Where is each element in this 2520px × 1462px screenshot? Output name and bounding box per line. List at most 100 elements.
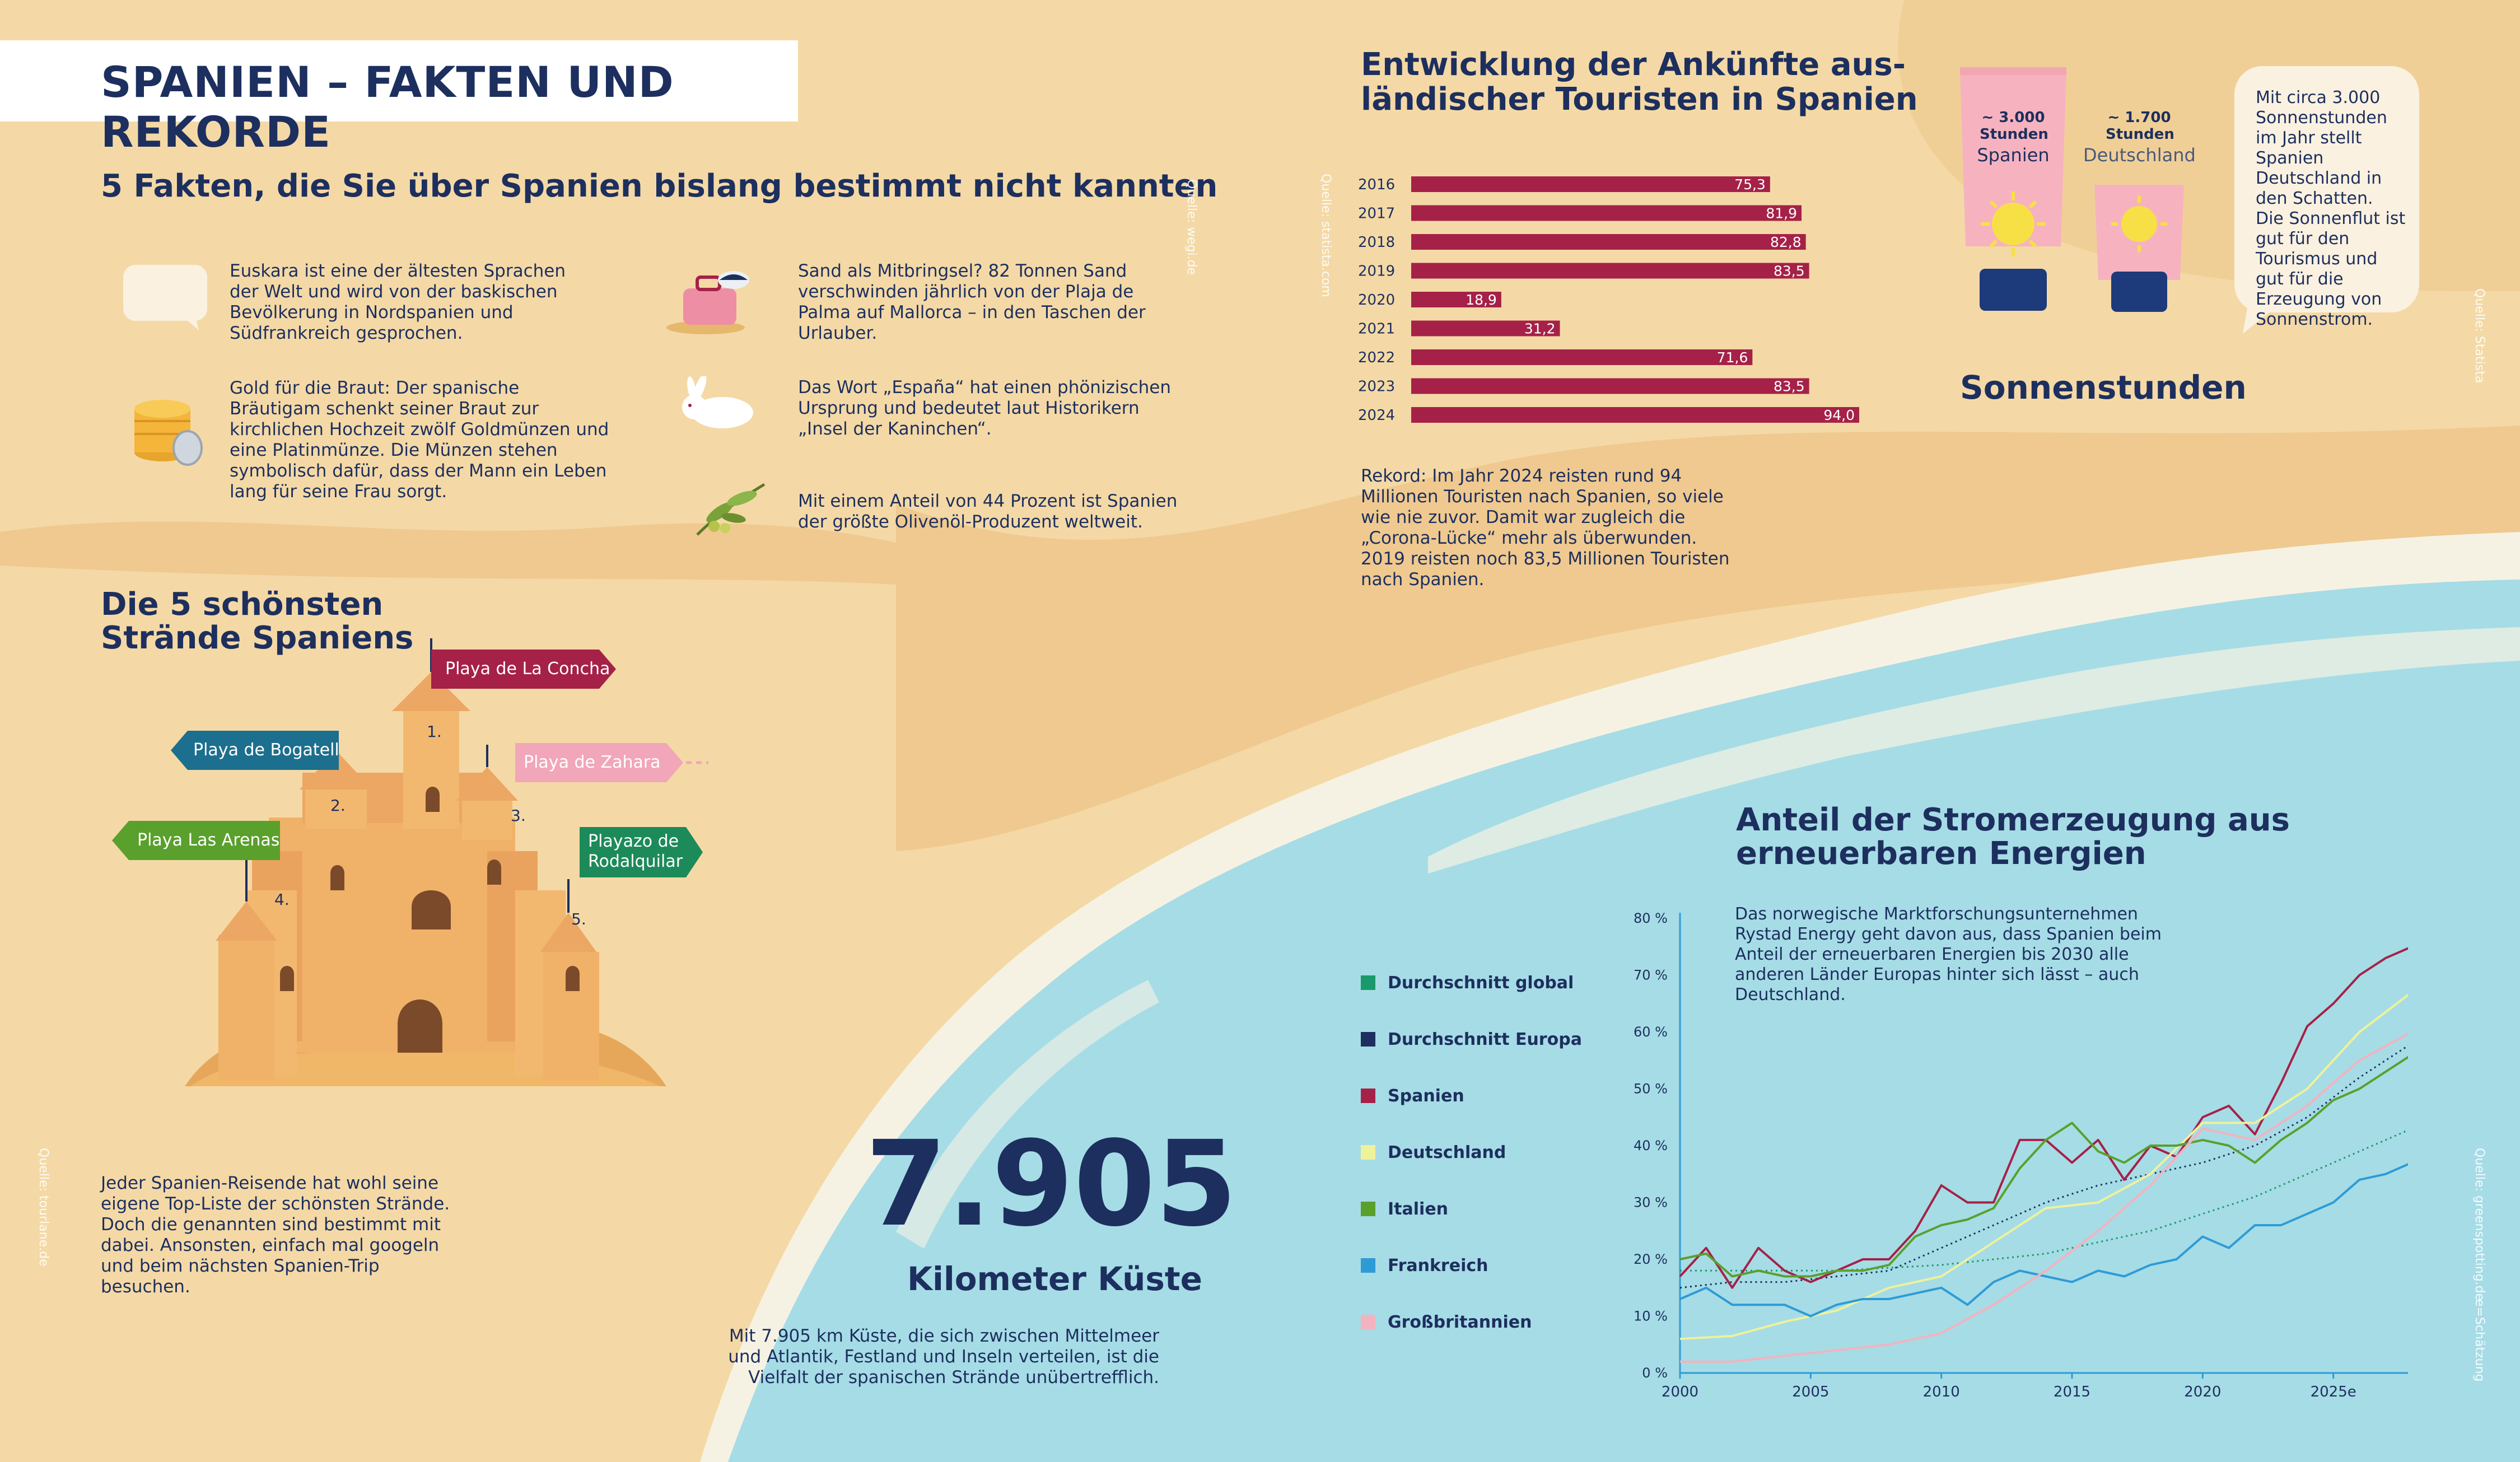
- title-box: SPANIEN – FAKTEN UND REKORDE: [0, 40, 798, 157]
- series-line: [1679, 1163, 2408, 1318]
- sun-source: Quelle: Statista: [2472, 288, 2486, 384]
- bar: [1411, 176, 1770, 192]
- x-tick-label: 2015: [2054, 1384, 2090, 1400]
- energy-line-chart: 0 % 10 % 20 % 30 % 40 % 50 % 60 % 70 % 80 % 2000 2…: [1361, 910, 2408, 1400]
- arrivals-text: Rekord: Im Jahr 2024 reisten rund 94 Mil…: [1361, 466, 1730, 590]
- legend-label: Spanien: [1388, 1086, 1464, 1106]
- flag-label-3: Playa de Zahara: [524, 753, 661, 772]
- bar-year-label: 2017: [1358, 205, 1395, 222]
- legend-swatch: [1361, 975, 1375, 990]
- legend-label: Frankreich: [1388, 1256, 1488, 1276]
- bar-year-label: 2018: [1358, 234, 1395, 251]
- beaches-source: Quelle: tourlane.de: [36, 1148, 50, 1267]
- castle-rank-3: 3.: [511, 806, 526, 825]
- coast-text: Mit 7.905 km Küste, die sich zwischen Mi…: [728, 1326, 1159, 1388]
- bar-value-label: 81,9: [1766, 205, 1797, 222]
- speech-bubble-icon: [123, 265, 207, 330]
- coast-number: 7.905: [865, 1115, 1238, 1253]
- bar: [1411, 378, 1809, 394]
- arrivals-heading: Entwicklung der Ankünfte aus- ländischer…: [1361, 48, 1918, 117]
- x-tick-label: 2020: [2184, 1384, 2221, 1400]
- beaches-heading: Die 5 schönsten Strände Spaniens: [101, 588, 413, 655]
- energy-footnote: e=Schätzung: [2472, 1299, 2486, 1382]
- energy-source: Quelle: greenspotting.de: [2472, 1148, 2486, 1301]
- bar: [1411, 407, 1859, 423]
- bar-year-label: 2016: [1358, 176, 1395, 193]
- beaches-heading-line1: Die 5 schönsten: [101, 586, 384, 623]
- flag-playa-las-arenas: [112, 821, 280, 860]
- fact-text-4: Das Wort „España“ hat einen phönizischen…: [798, 377, 1172, 439]
- y-tick-label: 0 %: [1642, 1365, 1668, 1381]
- fact-text-5: Mit einem Anteil von 44 Prozent ist Span…: [798, 491, 1178, 532]
- fact-text-3: Sand als Mitbringsel? 82 Tonnen Sand ver…: [798, 261, 1146, 343]
- y-tick-label: 80 %: [1634, 910, 1668, 926]
- beaches-heading-line2: Strände Spaniens: [101, 620, 414, 656]
- legend-label: Großbritannien: [1388, 1312, 1532, 1332]
- arrivals-heading-line1: Entwicklung der Ankünfte aus-: [1361, 46, 1906, 83]
- sandcastle-illustration: [185, 638, 666, 1086]
- bar-year-label: 2019: [1358, 263, 1395, 280]
- castle-rank-4: 4.: [274, 890, 290, 909]
- flag-label-4: Playa Las Arenas: [137, 830, 280, 850]
- flag-playa-de-la-concha: [431, 650, 616, 689]
- bar-year-label: 2024: [1358, 407, 1395, 424]
- bar: [1411, 205, 1802, 221]
- y-tick-label: 60 %: [1634, 1024, 1668, 1040]
- bar-value-label: 31,2: [1524, 321, 1556, 337]
- series-line: [1680, 1033, 2408, 1363]
- sun-spain-label: Spanien: [1977, 144, 2050, 166]
- sunscreen-germany-icon: [2094, 185, 2184, 312]
- flag-playa-de-bogatell: [171, 731, 339, 770]
- flag-playazo-de-rodalquilar: [580, 827, 703, 877]
- fact-text-1: Euskara ist eine der ältesten Sprachen d…: [230, 261, 566, 343]
- sun-germany-hours: ~ 1.700 Stunden: [2106, 109, 2174, 143]
- energy-text: Das norwegische Marktforschungsunternehm…: [1735, 904, 2162, 1005]
- y-tick-label: 50 %: [1634, 1081, 1668, 1097]
- bar: [1411, 263, 1809, 279]
- legend-swatch: [1361, 1202, 1375, 1216]
- legend-label: Durchschnitt Europa: [1388, 1030, 1582, 1049]
- bar: [1411, 349, 1753, 365]
- series-line: [1679, 1055, 2408, 1278]
- y-tick-label: 40 %: [1634, 1138, 1668, 1153]
- series-line: [1679, 947, 2408, 1289]
- x-tick-label: 2025e: [2311, 1384, 2356, 1400]
- arrivals-heading-line2: ländischer Touristen in Spanien: [1361, 81, 1918, 118]
- legend-label: Italien: [1388, 1199, 1448, 1219]
- bar-value-label: 71,6: [1717, 349, 1748, 366]
- flag-label-1: Playa de La Concha: [445, 659, 610, 679]
- bar-year-label: 2022: [1358, 349, 1395, 366]
- legend-swatch: [1361, 1032, 1375, 1047]
- legend-swatch: [1361, 1315, 1375, 1329]
- arrivals-bar-chart: 2016 75,3 2017 81,9 2018 82,8 2019 83,5 2020 18,9…: [1358, 176, 1859, 424]
- legend-swatch: [1361, 1258, 1375, 1273]
- series-line: [1680, 1129, 2408, 1272]
- legend-swatch: [1361, 1089, 1375, 1103]
- olive-branch-icon: [696, 483, 766, 536]
- facts-heading: 5 Fakten, die Sie über Spanien bislang b…: [101, 168, 1218, 204]
- beaches-text: Jeder Spanien-Reisende hat wohl seine ei…: [101, 1173, 450, 1297]
- bar-value-label: 82,8: [1770, 234, 1802, 250]
- gold-coins-icon: [134, 400, 203, 466]
- energy-heading: Anteil der Stromerzeugung aus erneuerbar…: [1736, 804, 2290, 871]
- x-tick-label: 2005: [1792, 1384, 1829, 1400]
- coast-label: Kilometer Küste: [907, 1260, 1202, 1298]
- bar-value-label: 94,0: [1823, 407, 1855, 423]
- page-title: SPANIEN – FAKTEN UND REKORDE: [101, 57, 674, 157]
- sun-heading: Sonnenstunden: [1960, 368, 2247, 407]
- castle-rank-5: 5.: [571, 910, 586, 928]
- suitcase-sand-icon: [666, 271, 749, 334]
- y-tick-label: 10 %: [1634, 1309, 1668, 1324]
- y-tick-label: 20 %: [1634, 1251, 1668, 1267]
- flag-label-5-line2: Rodalquilar: [588, 852, 683, 871]
- arrivals-source: Quelle: statista.com: [1319, 174, 1333, 297]
- sun-speech-bubble: [2234, 66, 2419, 334]
- bar-year-label: 2023: [1358, 379, 1395, 395]
- energy-heading-line1: Anteil der Stromerzeugung aus: [1736, 802, 2290, 838]
- series-line: [1679, 1044, 2408, 1289]
- x-tick-label: 2010: [1923, 1384, 1960, 1400]
- legend-label: Durchschnitt global: [1388, 973, 1574, 993]
- bar-value-label: 83,5: [1774, 263, 1805, 279]
- y-tick-label: 70 %: [1634, 968, 1668, 983]
- flag-label-5: Playazo de Rodalquilar: [588, 832, 683, 872]
